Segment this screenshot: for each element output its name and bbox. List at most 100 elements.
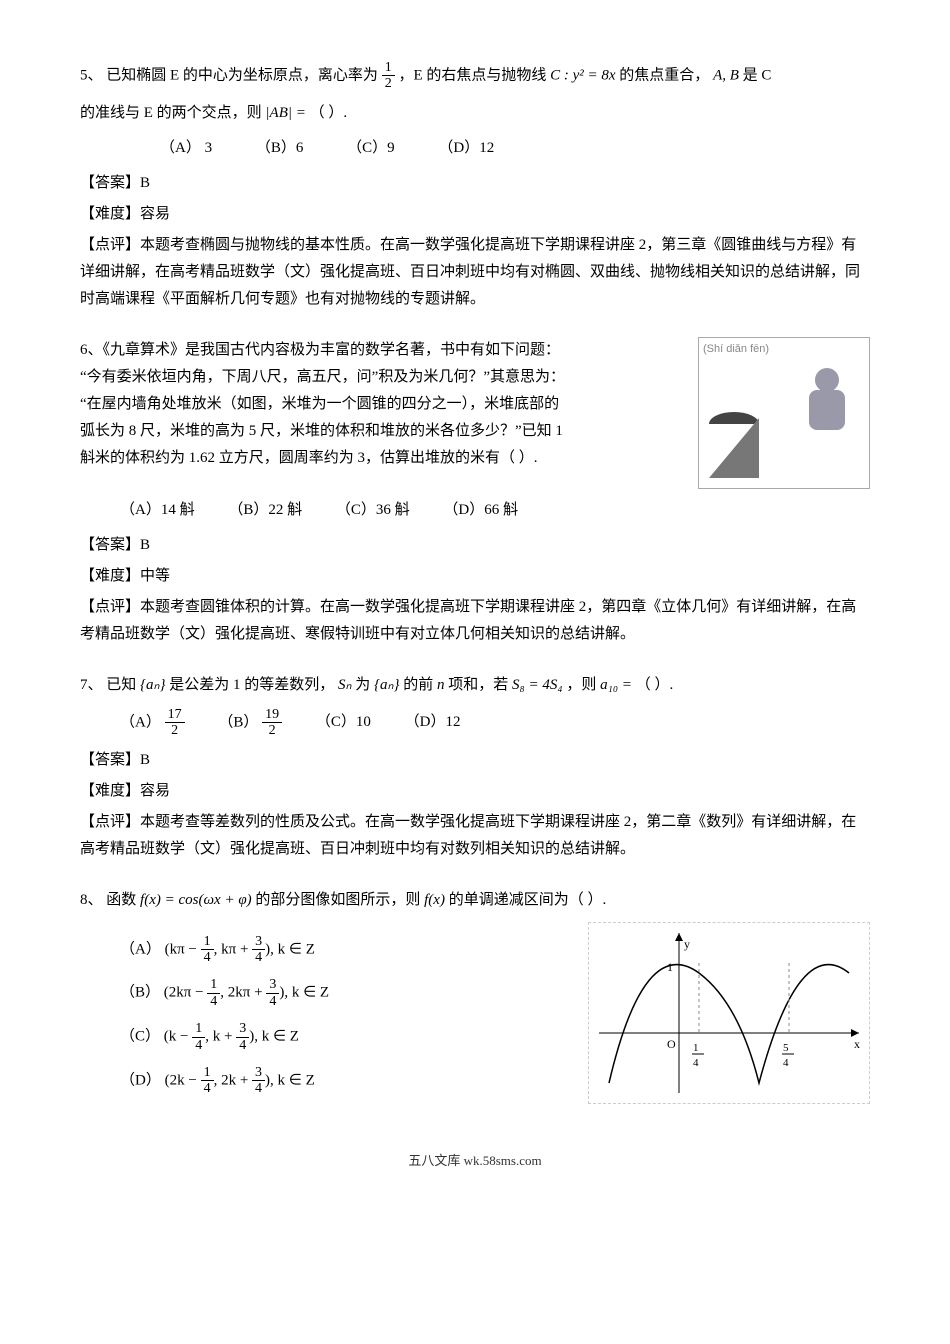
q5-paren: （ ）.	[310, 105, 348, 121]
q8-b-m1: (2kπ −	[164, 985, 208, 1001]
q7-choice-c: （C）10	[316, 709, 371, 736]
tick2-den: 4	[783, 1057, 789, 1069]
q6-line4: 弧长为 8 尺，米堆的高为 5 尺，米堆的体积和堆放的米各位多少？”已知 1	[80, 418, 688, 445]
q8-b-mid: , 2kπ +	[220, 985, 266, 1001]
q6-line2: “今有委米依垣内角，下周八尺，高五尺，问”积及为米几何？”其意思为：	[80, 364, 688, 391]
q7-choice-a: （A） 172	[120, 707, 185, 739]
q7-answer: 【答案】B	[80, 747, 870, 774]
q8-a-m1: (kπ −	[165, 941, 201, 957]
question-8: 8、 函数 f(x) = cos(ωx + φ) 的部分图像如图所示，则 f(x…	[80, 887, 870, 1109]
question-7: 7、 已知 {aₙ} 是公差为 1 的等差数列， Sₙ 为 {aₙ} 的前 n …	[80, 672, 870, 863]
q6-comment: 【点评】本题考查圆锥体积的计算。在高一数学强化提高班下学期课程讲座 2，第四章《…	[80, 594, 870, 648]
q5-frac: 12	[382, 60, 395, 92]
q7-eq: S₈ = 4S₄	[512, 677, 563, 693]
q8-fx2: f(x)	[424, 892, 445, 908]
q7-text: 7、 已知 {aₙ} 是公差为 1 的等差数列， Sₙ 为 {aₙ} 的前 n …	[80, 672, 870, 699]
q5-abeq: |AB| =	[265, 105, 305, 121]
q6-line1: 6、《九章算术》是我国古代内容极为丰富的数学名著，书中有如下问题：	[80, 337, 688, 364]
q8-choice-c: （C） (k − 14, k + 34), k ∈ Z	[120, 1021, 588, 1053]
q8-fx: f(x) = cos(ωx + φ)	[140, 892, 252, 908]
q7-choices: （A） 172 （B） 192 （C）10 （D）12	[80, 707, 870, 739]
q8-c-post: ), k ∈ Z	[249, 1028, 299, 1044]
y-arrow-icon	[675, 933, 683, 941]
q5-comment: 【点评】本题考查椭圆与抛物线的基本性质。在高一数学强化提高班下学期课程讲座 2，…	[80, 232, 870, 313]
q5-choice-a: （A） 3	[160, 135, 212, 162]
q8-choice-b: （B） (2kπ − 14, 2kπ + 34), k ∈ Z	[120, 977, 588, 1009]
q8-choice-d: （D） (2k − 14, 2k + 34), k ∈ Z	[120, 1065, 588, 1097]
rice-pile-cone	[709, 418, 759, 478]
page-footer: 五八文库 wk.58sms.com	[80, 1149, 870, 1172]
q8-graph: y x O 1 1 4 5 4	[588, 922, 870, 1104]
q6-choice-a: （A）14 斛	[120, 497, 195, 524]
q5-mid3: 是 C	[743, 67, 772, 83]
q7-b-frac: 192	[262, 707, 282, 739]
q5-text: 5、 已知椭圆 E 的中心为坐标原点，离心率为 12 ，E 的右焦点与抛物线 C…	[80, 60, 870, 92]
q5-answer: 【答案】B	[80, 170, 870, 197]
tick1-num: 1	[693, 1042, 699, 1054]
q8-c-m1: (k −	[164, 1028, 192, 1044]
q5-line2: 的准线与 E 的两个交点，则 |AB| = （ ）.	[80, 100, 870, 127]
q6-answer: 【答案】B	[80, 532, 870, 559]
q8-a-post: ), k ∈ Z	[265, 941, 315, 957]
q8-d-pre: （D）	[120, 1072, 161, 1088]
q7-an2: {aₙ}	[374, 677, 399, 693]
q5-choice-c: （C）9	[347, 135, 395, 162]
x-label: x	[854, 1037, 860, 1051]
q8-d-f2: 34	[252, 1065, 265, 1097]
q8-t1: 函数	[106, 892, 136, 908]
q6-line3: “在屋内墙角处堆放米（如图，米堆为一个圆锥的四分之一），米堆底部的	[80, 391, 688, 418]
q5-mid1: ，E 的右焦点与抛物线	[398, 67, 546, 83]
q7-comment: 【点评】本题考查等差数列的性质及公式。在高一数学强化提高班下学期课程讲座 2，第…	[80, 809, 870, 863]
question-5: 5、 已知椭圆 E 的中心为坐标原点，离心率为 12 ，E 的右焦点与抛物线 C…	[80, 60, 870, 313]
tick2-num: 5	[783, 1042, 789, 1054]
q7-an: {aₙ}	[140, 677, 165, 693]
q8-b-f2: 34	[266, 977, 279, 1009]
q8-t2: 的部分图像如图所示，则	[255, 892, 420, 908]
q7-a-frac: 172	[165, 707, 185, 739]
q8-row: （A） (kπ − 14, kπ + 34), k ∈ Z （B） (2kπ −…	[80, 922, 870, 1109]
q5-ab: A, B	[713, 67, 739, 83]
q7-n: n	[437, 677, 445, 693]
tick1-den: 4	[693, 1057, 699, 1069]
y-label: y	[684, 937, 690, 951]
q7-t3: 为	[355, 677, 370, 693]
q8-c-pre: （C）	[120, 1028, 160, 1044]
q8-text: 8、 函数 f(x) = cos(ωx + φ) 的部分图像如图所示，则 f(x…	[80, 887, 870, 914]
q8-d-mid: , 2k +	[214, 1072, 252, 1088]
q5-num: 5、	[80, 67, 103, 83]
cosine-curve	[609, 964, 849, 1082]
q5-choices: （A） 3 （B）6 （C）9 （D）12	[80, 135, 870, 162]
q5-difficulty: 【难度】容易	[80, 201, 870, 228]
q6-choice-c: （C）36 斛	[336, 497, 410, 524]
q8-a-f1: 14	[201, 934, 214, 966]
question-6: 6、《九章算术》是我国古代内容极为丰富的数学名著，书中有如下问题： “今有委米依…	[80, 337, 870, 648]
q5-pre: 已知椭圆 E 的中心为坐标原点，离心率为	[106, 67, 378, 83]
q7-t1: 已知	[106, 677, 136, 693]
q7-t2: 是公差为 1 的等差数列，	[169, 677, 334, 693]
q8-c-f2: 34	[236, 1021, 249, 1053]
q7-b-label: （B）	[218, 714, 258, 730]
person-head-icon	[815, 368, 839, 392]
person-body-icon	[809, 390, 845, 430]
q6-choice-d: （D）66 斛	[443, 497, 518, 524]
q5-mid2: 的焦点重合，	[619, 67, 709, 83]
origin-label: O	[667, 1037, 676, 1051]
q7-choice-d: （D）12	[405, 709, 461, 736]
q7-sn: Sₙ	[338, 677, 351, 693]
q5-line2a: 的准线与 E 的两个交点，则	[80, 105, 262, 121]
q6-num: 6、	[80, 342, 103, 358]
q7-t4: 的前	[403, 677, 433, 693]
q6-text: 6、《九章算术》是我国古代内容极为丰富的数学名著，书中有如下问题： “今有委米依…	[80, 337, 688, 489]
q6-choice-b: （B）22 斛	[228, 497, 302, 524]
q7-t6: ，则	[566, 677, 596, 693]
q8-d-post: ), k ∈ Z	[265, 1072, 315, 1088]
cosine-graph-svg: y x O 1 1 4 5 4	[589, 923, 869, 1103]
q6-choices: （A）14 斛 （B）22 斛 （C）36 斛 （D）66 斛	[80, 497, 870, 524]
one-label: 1	[667, 960, 673, 974]
q7-paren: （ ）.	[636, 677, 674, 693]
q5-choice-d: （D）12	[438, 135, 494, 162]
q8-choice-a: （A） (kπ − 14, kπ + 34), k ∈ Z	[120, 934, 588, 966]
q6-wrap: 6、《九章算术》是我国古代内容极为丰富的数学名著，书中有如下问题： “今有委米依…	[80, 337, 870, 489]
q8-c-f1: 14	[192, 1021, 205, 1053]
q8-b-post: ), k ∈ Z	[279, 985, 329, 1001]
